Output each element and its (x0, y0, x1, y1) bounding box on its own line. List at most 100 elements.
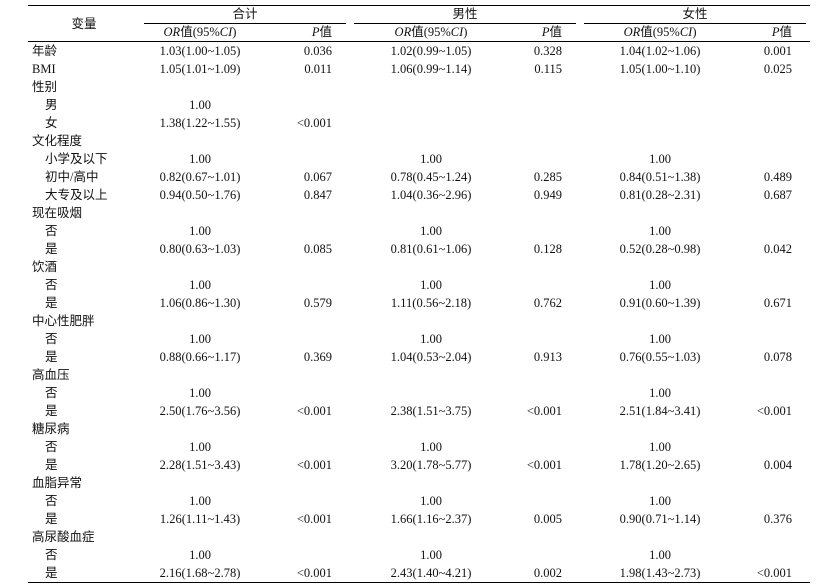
table-body: 年龄 1.03(1.00~1.05) 0.036 1.02(0.99~1.05) 0.3… (28, 42, 810, 583)
row-label: 初中/高中 (45, 170, 99, 184)
row-label: BMI (32, 62, 56, 76)
or-header-part: CI (450, 25, 464, 39)
or-cell (350, 312, 512, 330)
p-header-part: P (771, 25, 780, 39)
row-label: 否 (45, 548, 58, 562)
p-cell (740, 330, 810, 348)
or-cell: 1.00 (649, 332, 671, 346)
table-row: 否 1.00 1.00 1.00 (28, 546, 810, 564)
or-cell (580, 366, 740, 384)
p-cell (512, 474, 580, 492)
p-cell: 0.036 (303, 44, 333, 58)
p-cell (260, 546, 350, 564)
p-cell: 0.579 (303, 296, 333, 310)
or-cell: 0.91(0.60~1.39) (619, 296, 701, 310)
table-row: 初中/高中 0.82(0.67~1.01) 0.067 0.78(0.45~1.24)… (28, 168, 810, 186)
p-cell (512, 492, 580, 510)
or-cell: 0.82(0.67~1.01) (159, 170, 241, 184)
or-cell (580, 420, 740, 438)
p-cell: <0.001 (296, 116, 333, 130)
group-header: 男性 (350, 6, 580, 24)
p-cell (740, 114, 810, 132)
p-cell: 0.115 (534, 62, 563, 76)
table-row: 女 1.38(1.22~1.55) <0.001 (28, 114, 810, 132)
or-cell: 1.00 (649, 386, 671, 400)
p-cell (260, 420, 350, 438)
or-cell (140, 132, 260, 150)
or-cell: 1.00 (420, 548, 442, 562)
or-cell (580, 204, 740, 222)
or-header-part: ) (463, 25, 468, 39)
p-cell (260, 78, 350, 96)
row-label: 否 (45, 386, 58, 400)
or-header-part: 值(95% (411, 25, 451, 39)
or-cell (350, 528, 512, 546)
or-cell: 1.00 (649, 278, 671, 292)
p-cell (512, 150, 580, 168)
p-cell: 0.376 (763, 512, 793, 526)
table-row: 男 1.00 (28, 96, 810, 114)
p-cell (260, 258, 350, 276)
or-cell: 1.00 (649, 224, 671, 238)
p-cell: <0.001 (296, 404, 333, 418)
or-cell (140, 366, 260, 384)
or-cell: 1.00 (189, 152, 211, 166)
p-cell: 0.489 (763, 170, 793, 184)
p-header-part: P (541, 25, 550, 39)
p-cell (512, 96, 580, 114)
p-cell: 0.671 (763, 296, 793, 310)
row-label: 饮酒 (32, 260, 58, 274)
or-cell: 1.00 (649, 440, 671, 454)
group-header: 女性 (580, 6, 810, 24)
p-cell: 0.001 (763, 44, 793, 58)
or-cell: 1.04(1.02~1.06) (619, 44, 701, 58)
p-cell: <0.001 (526, 404, 563, 418)
row-label: 是 (45, 512, 58, 526)
table-row: 是 1.26(1.11~1.43) <0.001 1.66(1.16~2.37) 0.0… (28, 510, 810, 528)
or-header-part: 值(95% (180, 25, 220, 39)
table-row: 中心性肥胖 (28, 312, 810, 330)
table-row: 现在吸烟 (28, 204, 810, 222)
or-cell: 1.00 (189, 98, 211, 112)
p-cell: 0.067 (303, 170, 333, 184)
row-label: 现在吸烟 (32, 206, 83, 220)
p-cell (512, 366, 580, 384)
or-header-part: ) (692, 25, 697, 39)
or-cell: 1.00 (420, 440, 442, 454)
or-cell (140, 204, 260, 222)
or-cell: 1.00 (420, 224, 442, 238)
table-row: 糖尿病 (28, 420, 810, 438)
row-label: 高尿酸血症 (32, 530, 95, 544)
p-cell: <0.001 (296, 512, 333, 526)
variable-header: 变量 (28, 5, 140, 42)
or-header: OR值(95%CI) (140, 24, 260, 42)
p-cell (260, 150, 350, 168)
p-cell (740, 222, 810, 240)
or-cell: 1.11(0.56~2.18) (390, 296, 472, 310)
or-header-part: CI (219, 25, 233, 39)
or-cell: 1.04(0.36~2.96) (390, 188, 472, 202)
p-cell (512, 312, 580, 330)
group-label: 女性 (584, 6, 807, 24)
or-header: OR值(95%CI) (580, 24, 741, 42)
or-cell: 1.26(1.11~1.43) (159, 512, 241, 526)
p-cell: 0.004 (763, 458, 793, 472)
header-row: 变量 合计 男性 女性 (28, 5, 810, 42)
or-cell: 1.66(1.16~2.37) (390, 512, 472, 526)
or-cell (140, 528, 260, 546)
p-header-part: P (311, 25, 320, 39)
p-cell (260, 528, 350, 546)
p-cell (740, 78, 810, 96)
p-cell (512, 276, 580, 294)
table-row: 是 1.06(0.86~1.30) 0.579 1.11(0.56~2.18) 0.76… (28, 294, 810, 312)
p-header: P值 (740, 24, 811, 42)
p-cell (260, 438, 350, 456)
p-cell (740, 474, 810, 492)
p-cell: 0.762 (533, 296, 563, 310)
p-cell: 0.847 (303, 188, 333, 202)
or-cell: 0.80(0.63~1.03) (159, 242, 241, 256)
row-label: 文化程度 (32, 134, 83, 148)
p-cell (740, 258, 810, 276)
or-cell: 1.00 (189, 494, 211, 508)
p-cell (512, 420, 580, 438)
